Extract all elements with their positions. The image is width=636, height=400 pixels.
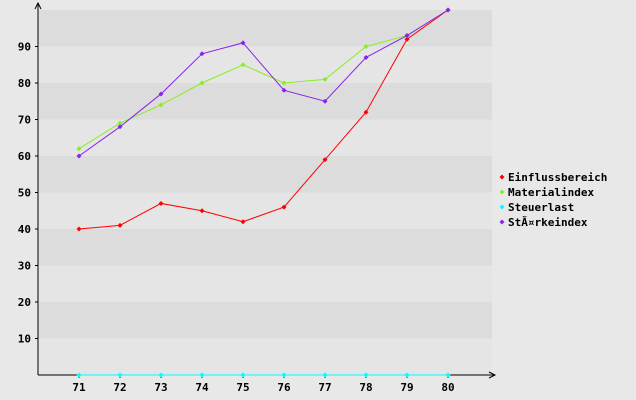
series-layer [76,7,451,378]
y-tick-label: 80 [18,77,31,90]
series-0 [76,7,451,232]
data-point [322,76,328,82]
data-point [281,372,287,378]
grid-band [39,10,492,47]
y-tick-label: 20 [18,296,31,309]
grid-band [39,46,492,83]
data-point [76,226,82,232]
data-point [76,153,82,159]
y-tick-label: 90 [18,41,31,54]
legend-label: Einflussbereich [508,171,607,184]
x-tick-label: 74 [195,381,209,394]
grid-band [39,192,492,229]
x-tick-label: 73 [154,381,167,394]
series-line [78,9,449,230]
data-point [445,7,451,13]
data-point [117,120,123,126]
data-point [281,204,287,210]
data-point [117,372,123,378]
legend-marker [499,174,505,180]
data-point [76,146,82,152]
x-tick-label: 80 [441,381,454,394]
grid-band [39,265,492,302]
data-point [363,54,369,60]
legend-marker [499,189,505,195]
data-point [199,51,205,57]
legend-label: StÃ¤rkeindex [508,216,588,229]
data-point [76,372,82,378]
y-tick-label: 50 [18,187,31,200]
legend-label: Materialindex [508,186,594,199]
data-point [404,36,410,42]
y-axis-arrow [34,1,42,10]
x-tick-label: 76 [277,381,291,394]
data-point [322,157,328,163]
series-3 [76,7,451,159]
data-point [363,372,369,378]
data-point [240,372,246,378]
data-point [117,124,123,130]
data-point [445,372,451,378]
data-point [322,372,328,378]
data-point [199,80,205,86]
series-line [78,9,449,157]
data-point [158,372,164,378]
legend-marker [499,219,505,225]
x-tick-label: 71 [72,381,86,394]
legend: Einflussbereich Materialindex Steuerlast St… [499,171,607,229]
series-2 [76,372,451,378]
data-point [404,372,410,378]
data-point [363,109,369,115]
data-point [158,102,164,108]
x-tick-label: 75 [236,381,249,394]
grid-band [39,83,492,120]
grid-band [39,338,492,375]
legend-label: Steuerlast [508,201,574,214]
x-tick-label: 72 [113,381,126,394]
data-point [322,98,328,104]
data-point [199,372,205,378]
x-tick-label: 79 [400,381,413,394]
grid-band [39,119,492,156]
plot-background [39,10,492,375]
data-point [404,33,410,39]
data-point [281,80,287,86]
y-tick-label: 60 [18,150,31,163]
x-axis-arrow [488,371,497,379]
x-tick-label: 78 [359,381,372,394]
data-point [281,87,287,93]
data-point [117,222,123,228]
data-point [158,91,164,97]
y-tick-label: 10 [18,333,31,346]
series-line [78,9,449,150]
y-tick-label: 30 [18,260,31,273]
legend-marker [499,204,505,210]
x-tick-label: 77 [318,381,331,394]
y-tick-label: 70 [18,114,31,127]
data-point [199,208,205,214]
grid-band [39,302,492,339]
data-point [363,44,369,49]
data-point [240,62,246,68]
grid-band [39,156,492,193]
data-point [240,219,246,225]
data-point [158,200,164,206]
y-tick-label: 40 [18,223,31,236]
data-point [240,40,246,46]
grid-band [39,229,492,266]
